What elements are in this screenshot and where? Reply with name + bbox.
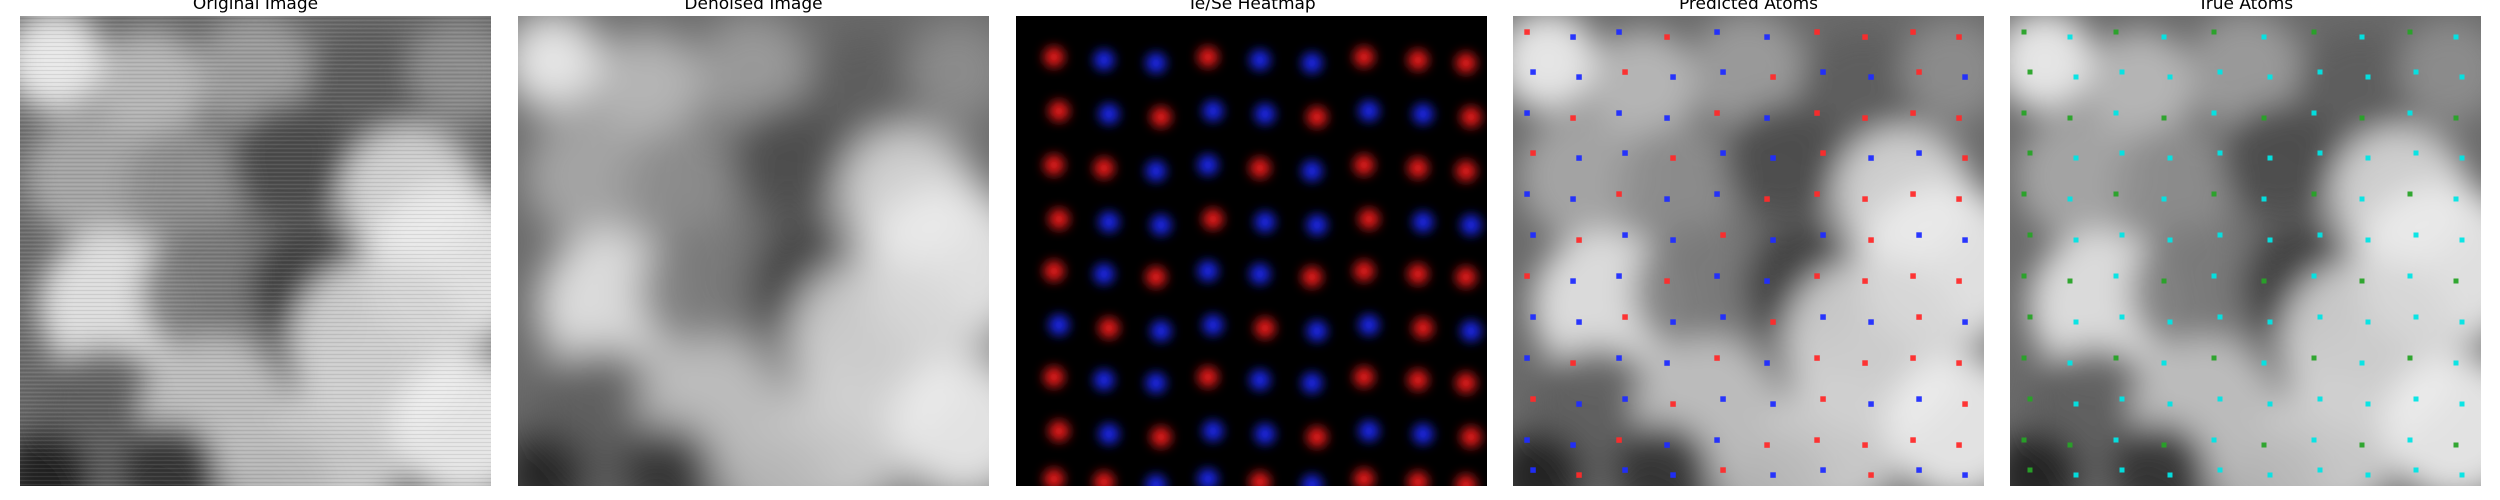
original-image-canvas: [20, 16, 491, 486]
predicted-atoms-title: Predicted Atoms: [1678, 0, 1819, 14]
predicted-atoms-view: [1513, 16, 1984, 486]
original-image-title: Original Image: [192, 0, 319, 14]
denoised-image-panel: Denoised Image: [518, 0, 989, 500]
true-atoms-view: [2010, 16, 2481, 486]
denoised-image-view: [518, 16, 989, 486]
denoised-image-canvas: [518, 16, 989, 486]
predicted-atoms-panel: Predicted Atoms: [1513, 0, 1984, 500]
true-atoms-title: True Atoms: [2197, 0, 2294, 14]
denoised-image-title: Denoised Image: [684, 0, 823, 14]
original-image-view: [20, 16, 491, 486]
heatmap-view: [1016, 16, 1487, 486]
heatmap-panel: Te/Se Heatmap: [1016, 0, 1487, 500]
true-atoms-panel: True Atoms: [2010, 0, 2481, 500]
heatmap-canvas: [1016, 16, 1487, 486]
true-atoms-canvas: [2010, 16, 2481, 486]
predicted-atoms-canvas: [1513, 16, 1984, 486]
original-image-panel: Original Image: [20, 0, 491, 500]
heatmap-title: Te/Se Heatmap: [1187, 0, 1316, 14]
